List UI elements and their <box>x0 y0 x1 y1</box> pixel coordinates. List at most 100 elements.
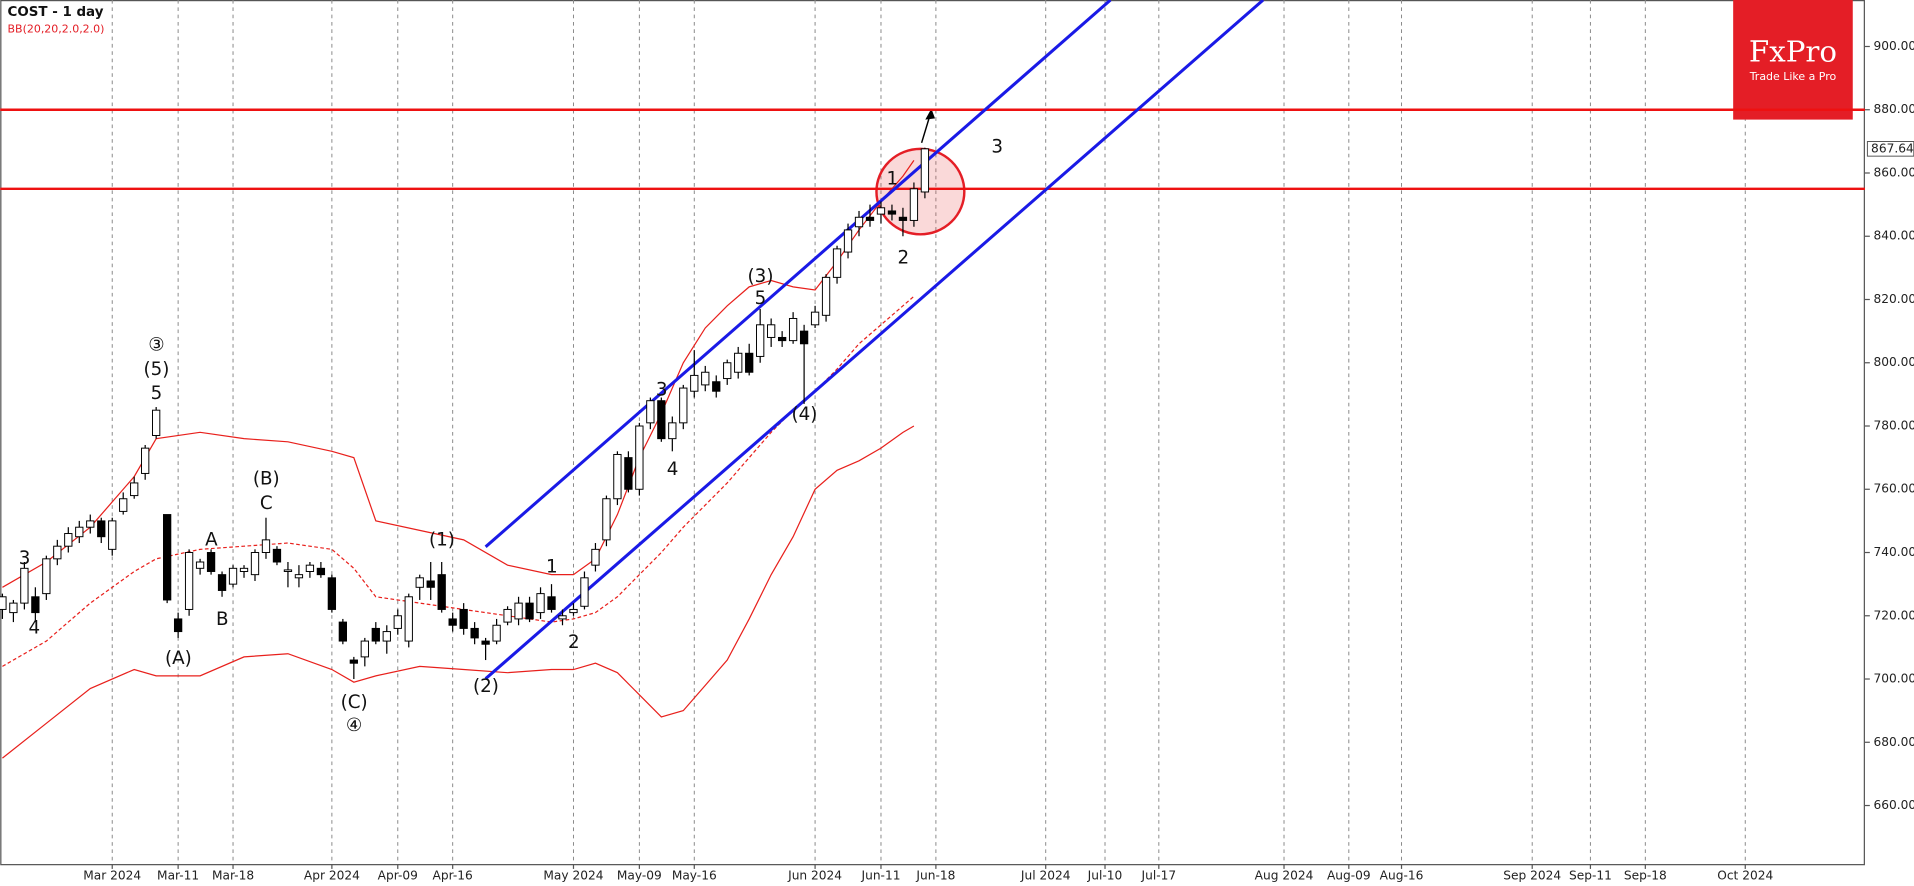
candle-body <box>130 482 139 497</box>
y-tick-label: 780.00 <box>1874 419 1914 433</box>
wave-label: (B) <box>253 469 280 490</box>
candle-body <box>492 624 501 642</box>
x-tick-label: Sep-18 <box>1624 869 1667 883</box>
x-tick-label: May 2024 <box>543 869 603 883</box>
candle-body <box>536 593 545 614</box>
candle-body <box>756 324 765 357</box>
plot-frame <box>0 0 1865 866</box>
wave-label: ③ <box>148 334 164 355</box>
x-tick-label: May-09 <box>617 869 662 883</box>
candle-body <box>865 216 875 221</box>
candle-body <box>349 659 358 664</box>
candle-body <box>108 520 117 550</box>
candle-body <box>42 558 51 595</box>
x-tick-label: Aug-16 <box>1380 869 1424 883</box>
candle-body <box>679 387 688 424</box>
candle-body <box>294 574 304 579</box>
x-tick-label: Jul 2024 <box>1020 869 1071 883</box>
bollinger-band <box>2 425 915 759</box>
wave-label: A <box>205 530 218 551</box>
candle-body <box>272 548 282 563</box>
candle-body <box>810 311 820 326</box>
y-tick-label: 660.00 <box>1874 798 1914 812</box>
wave-label: 4 <box>29 617 41 638</box>
candle-body <box>745 352 754 373</box>
y-tick-label: 880.00 <box>1874 102 1914 116</box>
channel-line <box>484 0 1112 548</box>
wave-label: 3 <box>19 548 31 569</box>
candle-body <box>777 336 787 342</box>
candle-body <box>261 539 271 554</box>
indicator-label: BB(20,20,2.0,2.0) <box>8 22 105 35</box>
wave-label: 4 <box>667 459 679 480</box>
wave-label: 3 <box>656 380 668 401</box>
candle-body <box>305 564 315 572</box>
candle-body <box>503 608 512 623</box>
candle-body <box>832 248 842 278</box>
candle-body <box>239 567 249 572</box>
candle-body <box>0 596 7 610</box>
candle-body <box>821 276 831 316</box>
wave-label: 1 <box>546 556 558 577</box>
x-tick-label: Mar-11 <box>157 869 199 883</box>
wave-label: (C) <box>341 692 368 713</box>
candle-body <box>876 207 886 215</box>
candle-body <box>283 569 293 572</box>
wave-label: 2 <box>897 248 909 269</box>
x-tick-label: Jun 2024 <box>787 869 842 883</box>
candle-body <box>635 425 644 490</box>
wave-label: B <box>216 609 229 630</box>
candle-body <box>86 520 95 528</box>
candle-body <box>767 324 776 338</box>
candle-body <box>426 580 435 588</box>
candle-body <box>854 216 864 228</box>
x-tick-label: Oct 2024 <box>1717 869 1773 883</box>
candle-body <box>646 400 655 424</box>
candle-body <box>75 526 84 538</box>
arrow-head <box>925 108 936 120</box>
y-tick-label: 820.00 <box>1874 292 1914 306</box>
wave-label: 5 <box>151 383 163 404</box>
candle-body <box>162 514 172 601</box>
bollinger-band <box>2 159 915 588</box>
y-tick-label: 860.00 <box>1874 165 1914 179</box>
candle-body <box>9 602 18 614</box>
candle-body <box>657 400 666 440</box>
candle-body <box>668 422 677 440</box>
wave-label: 5 <box>755 288 767 309</box>
x-tick-label: Apr 2024 <box>304 869 360 883</box>
candle-body <box>206 552 216 572</box>
wave-label: 1 <box>886 168 898 189</box>
x-tick-label: May-16 <box>672 869 717 883</box>
candle-body <box>624 457 633 490</box>
x-tick-label: Jun-18 <box>915 869 955 883</box>
candle-body <box>327 577 337 610</box>
candle-body <box>152 409 161 436</box>
y-tick-label: 700.00 <box>1874 672 1914 686</box>
candle-body <box>712 381 721 392</box>
candle-body <box>228 567 238 585</box>
candle-body <box>909 188 919 221</box>
wave-label: 3 <box>991 137 1003 158</box>
y-tick-label: 800.00 <box>1874 355 1914 369</box>
candle-body <box>404 596 413 642</box>
y-tick-label: 760.00 <box>1874 482 1914 496</box>
wave-label: (A) <box>165 648 192 669</box>
candle-body <box>173 618 183 633</box>
candle-body <box>470 627 479 639</box>
candle-body <box>843 229 853 253</box>
candle-body <box>371 627 380 642</box>
candle-body <box>217 574 227 591</box>
highlight-ellipse <box>875 147 966 236</box>
candle-body <box>338 621 348 642</box>
wave-label: (5) <box>143 359 169 380</box>
candle-body <box>580 577 589 607</box>
wave-label: (1) <box>429 530 455 551</box>
x-tick-label: Apr-09 <box>378 869 418 883</box>
wave-label: 2 <box>568 632 580 653</box>
y-tick-label: 720.00 <box>1874 608 1914 622</box>
y-tick-label: 740.00 <box>1874 545 1914 559</box>
wave-label: (2) <box>473 676 499 697</box>
candle-body <box>481 640 490 645</box>
